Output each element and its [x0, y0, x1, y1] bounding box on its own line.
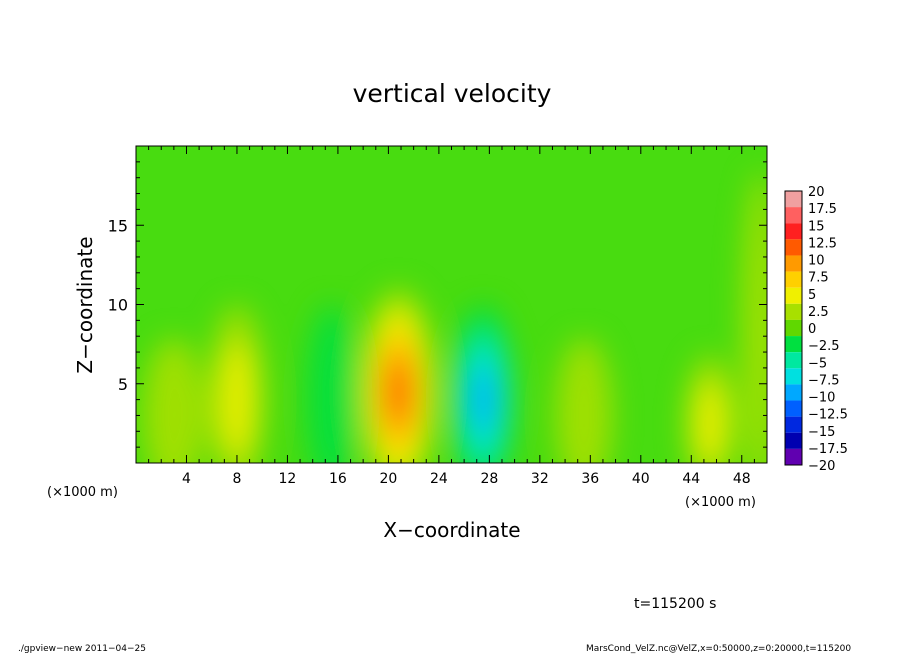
x-unit-right: (×1000 m) [685, 495, 756, 510]
x-tick-label: 28 [480, 471, 498, 487]
x-tick-label: 8 [232, 471, 241, 487]
chart-title: vertical velocity [353, 79, 552, 108]
velocity-feature [219, 342, 254, 457]
colorbar-swatch [785, 191, 802, 208]
colorbar-label: 17.5 [808, 202, 837, 217]
x-tick-label: 12 [279, 471, 297, 487]
colorbar-swatch [785, 400, 802, 417]
colorbar-label: 7.5 [808, 271, 829, 286]
x-tick-label: 44 [682, 471, 700, 487]
colorbar-swatch [785, 416, 802, 433]
y-tick-label: 10 [108, 296, 128, 315]
x-unit-left: (×1000 m) [47, 485, 118, 500]
colorbar-swatch [785, 255, 802, 272]
colorbar-label: −17.5 [808, 442, 848, 457]
colorbar-label: −7.5 [808, 373, 840, 388]
colorbar-label: −12.5 [808, 408, 848, 423]
colorbar-swatch [785, 448, 802, 465]
y-tick-label: 5 [118, 375, 128, 394]
colorbar-swatch [785, 368, 802, 385]
velocity-feature [741, 171, 767, 463]
velocity-feature [306, 304, 357, 463]
colorbar-swatch [785, 432, 802, 449]
colorbar-swatch [785, 352, 802, 369]
footer-source: MarsCond_VelZ.nc@VelZ,x=0:50000,z=0:2000… [586, 644, 851, 654]
colorbar-swatch [785, 384, 802, 401]
colorbar-swatch [785, 207, 802, 224]
x-tick-label: 24 [430, 471, 448, 487]
colorbar-label: −10 [808, 391, 835, 406]
velocity-feature [472, 368, 494, 432]
colorbar-label: −5 [808, 356, 827, 371]
colorbar-swatch [785, 271, 802, 288]
x-tick-label: 32 [531, 471, 549, 487]
y-axis-label: Z−coordinate [73, 236, 97, 373]
colorbar-label: 12.5 [808, 236, 837, 251]
velocity-feature [142, 338, 206, 463]
colorbar-label: −2.5 [808, 339, 840, 354]
colorbar: 20 17.5 15 12.5 10 7.5 5 2.5 0 −2.5 −5 −7.5 −10 −12.5… [784, 185, 848, 474]
colorbar-frame [784, 190, 803, 466]
colorbar-label: 10 [808, 254, 825, 269]
x-tick-label: 36 [581, 471, 599, 487]
colorbar-swatch [785, 287, 802, 304]
colorbar-swatch [785, 319, 802, 337]
x-tick-label: 16 [329, 471, 347, 487]
velocity-feature [695, 382, 726, 463]
x-tick-label: 40 [632, 471, 650, 487]
colorbar-label: 2.5 [808, 305, 829, 320]
colorbar-swatch [785, 239, 802, 256]
footer-program: ./gpview−new 2011−04−25 [18, 644, 146, 654]
colorbar-label: 5 [808, 288, 816, 303]
velocity-feature [555, 338, 613, 463]
colorbar-label: 0 [808, 322, 816, 337]
colorbar-label: −15 [808, 425, 835, 440]
y-tick-label: 15 [108, 216, 128, 235]
colorbar-swatch [785, 303, 802, 320]
x-tick-label: 48 [733, 471, 751, 487]
time-label: t=115200 s [634, 596, 716, 612]
colorbar-swatch [785, 223, 802, 240]
x-tick-label: 4 [182, 471, 191, 487]
colorbar-swatch [785, 336, 802, 353]
colorbar-label: −20 [808, 459, 835, 474]
colorbar-label: 20 [808, 185, 825, 200]
x-axis-label: X−coordinate [383, 518, 520, 542]
colorbar-label: 15 [808, 219, 825, 234]
velocity-feature [388, 363, 409, 420]
x-tick-label: 20 [379, 471, 397, 487]
